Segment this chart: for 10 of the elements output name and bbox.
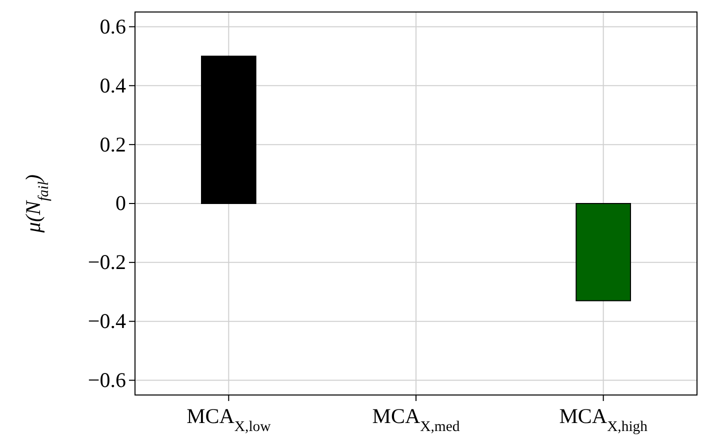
y-tick-label: 0.4 <box>100 73 126 98</box>
y-tick-label: 0 <box>116 191 126 216</box>
y-tick-label: 0.6 <box>100 14 126 38</box>
y-tick-label: −0.2 <box>88 250 126 274</box>
x-tick-label: MCA$_{X,high}$ <box>559 404 648 435</box>
y-tick-label: −0.6 <box>88 368 126 392</box>
y-tick-label: −0.4 <box>88 309 126 334</box>
y-tick-label: 0.2 <box>100 132 126 156</box>
x-tick-label: MCA$_{X,low}$ <box>186 404 272 435</box>
x-tick-label: MCA$_{X,med}$ <box>372 404 460 435</box>
